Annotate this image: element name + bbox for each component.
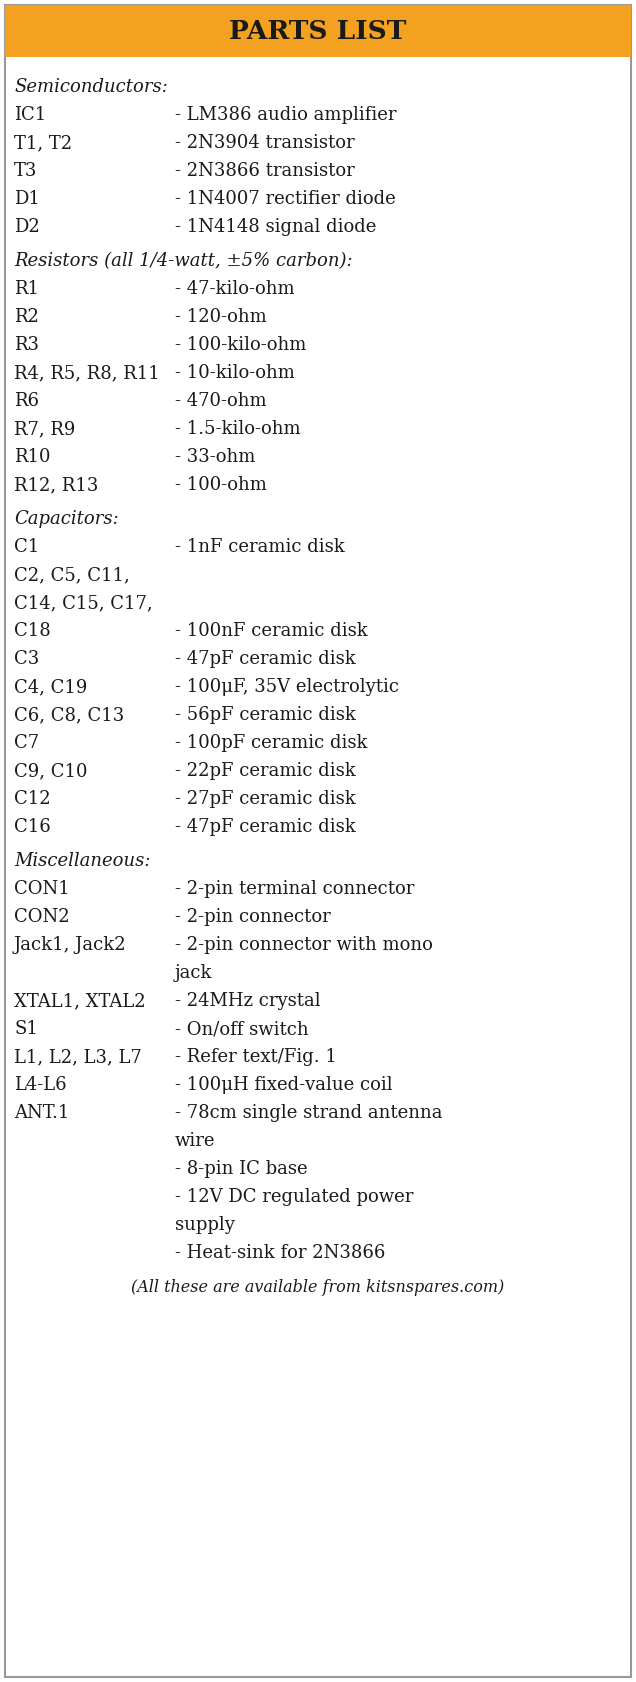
Text: - 2N3866 transistor: - 2N3866 transistor — [175, 161, 355, 180]
Text: - 2N3904 transistor: - 2N3904 transistor — [175, 135, 355, 151]
Text: CON1: CON1 — [14, 880, 70, 898]
Bar — [5, 5, 631, 57]
Text: C14, C15, C17,: C14, C15, C17, — [14, 594, 153, 612]
Text: (All these are available from kitsnspares.com): (All these are available from kitsnspare… — [132, 1278, 504, 1295]
Text: Resistors (all 1/4-watt, ±5% carbon):: Resistors (all 1/4-watt, ±5% carbon): — [14, 252, 352, 271]
Text: - 33-ohm: - 33-ohm — [175, 447, 256, 466]
Text: Capacitors:: Capacitors: — [14, 510, 119, 528]
Text: R10: R10 — [14, 447, 50, 466]
Text: wire: wire — [175, 1132, 216, 1150]
Text: - 12V DC regulated power: - 12V DC regulated power — [175, 1187, 413, 1206]
Text: - 47pF ceramic disk: - 47pF ceramic disk — [175, 817, 356, 836]
Text: - 100-kilo-ohm: - 100-kilo-ohm — [175, 336, 307, 353]
Text: - LM386 audio amplifier: - LM386 audio amplifier — [175, 106, 396, 124]
Text: R7, R9: R7, R9 — [14, 420, 76, 437]
Text: L4-L6: L4-L6 — [14, 1076, 67, 1093]
Text: - 27pF ceramic disk: - 27pF ceramic disk — [175, 791, 356, 807]
Text: R2: R2 — [14, 308, 39, 326]
Text: D1: D1 — [14, 190, 40, 209]
Text: S1: S1 — [14, 1019, 38, 1038]
Text: C9, C10: C9, C10 — [14, 762, 88, 780]
Text: - 24MHz crystal: - 24MHz crystal — [175, 992, 321, 1009]
Text: Jack1, Jack2: Jack1, Jack2 — [14, 935, 127, 954]
Text: CON2: CON2 — [14, 908, 69, 927]
Text: - 10-kilo-ohm: - 10-kilo-ohm — [175, 363, 295, 382]
Text: D2: D2 — [14, 219, 39, 235]
Text: - 120-ohm: - 120-ohm — [175, 308, 266, 326]
Text: C3: C3 — [14, 649, 39, 668]
Text: R4, R5, R8, R11: R4, R5, R8, R11 — [14, 363, 160, 382]
Text: - 100pF ceramic disk: - 100pF ceramic disk — [175, 733, 368, 752]
Text: C1: C1 — [14, 538, 39, 557]
Text: - 56pF ceramic disk: - 56pF ceramic disk — [175, 706, 356, 723]
Text: - Heat-sink for 2N3866: - Heat-sink for 2N3866 — [175, 1245, 385, 1262]
Text: C4, C19: C4, C19 — [14, 678, 87, 696]
Text: R6: R6 — [14, 392, 39, 410]
Text: - 100μF, 35V electrolytic: - 100μF, 35V electrolytic — [175, 678, 399, 696]
Text: XTAL1, XTAL2: XTAL1, XTAL2 — [14, 992, 146, 1009]
Text: C6, C8, C13: C6, C8, C13 — [14, 706, 124, 723]
Text: - 8-pin IC base: - 8-pin IC base — [175, 1161, 308, 1177]
Text: Semiconductors:: Semiconductors: — [14, 77, 168, 96]
Text: - On/off switch: - On/off switch — [175, 1019, 308, 1038]
Text: jack: jack — [175, 964, 212, 982]
Text: - Refer text/Fig. 1: - Refer text/Fig. 1 — [175, 1048, 337, 1066]
Text: C2, C5, C11,: C2, C5, C11, — [14, 567, 130, 584]
Text: Miscellaneous:: Miscellaneous: — [14, 853, 151, 870]
Text: R3: R3 — [14, 336, 39, 353]
Text: - 78cm single strand antenna: - 78cm single strand antenna — [175, 1103, 443, 1122]
Text: - 100μH fixed-value coil: - 100μH fixed-value coil — [175, 1076, 392, 1093]
Text: - 1nF ceramic disk: - 1nF ceramic disk — [175, 538, 345, 557]
Text: C16: C16 — [14, 817, 51, 836]
Text: C12: C12 — [14, 791, 51, 807]
Text: - 47pF ceramic disk: - 47pF ceramic disk — [175, 649, 356, 668]
Text: PARTS LIST: PARTS LIST — [230, 19, 406, 44]
Text: C18: C18 — [14, 622, 51, 639]
Text: - 1.5-kilo-ohm: - 1.5-kilo-ohm — [175, 420, 301, 437]
Text: - 2-pin connector with mono: - 2-pin connector with mono — [175, 935, 433, 954]
Text: T1, T2: T1, T2 — [14, 135, 72, 151]
Text: - 47-kilo-ohm: - 47-kilo-ohm — [175, 279, 294, 298]
Text: - 22pF ceramic disk: - 22pF ceramic disk — [175, 762, 356, 780]
Text: - 2-pin connector: - 2-pin connector — [175, 908, 331, 927]
Text: - 1N4007 rectifier diode: - 1N4007 rectifier diode — [175, 190, 396, 209]
Text: R1: R1 — [14, 279, 39, 298]
Text: L1, L2, L3, L7: L1, L2, L3, L7 — [14, 1048, 142, 1066]
Text: - 470-ohm: - 470-ohm — [175, 392, 266, 410]
Text: - 100-ohm: - 100-ohm — [175, 476, 267, 495]
Text: IC1: IC1 — [14, 106, 46, 124]
Text: supply: supply — [175, 1216, 235, 1235]
Text: R12, R13: R12, R13 — [14, 476, 99, 495]
Text: - 100nF ceramic disk: - 100nF ceramic disk — [175, 622, 368, 639]
Text: C7: C7 — [14, 733, 39, 752]
Text: ANT.1: ANT.1 — [14, 1103, 69, 1122]
Text: - 2-pin terminal connector: - 2-pin terminal connector — [175, 880, 415, 898]
Text: T3: T3 — [14, 161, 38, 180]
Text: - 1N4148 signal diode: - 1N4148 signal diode — [175, 219, 377, 235]
